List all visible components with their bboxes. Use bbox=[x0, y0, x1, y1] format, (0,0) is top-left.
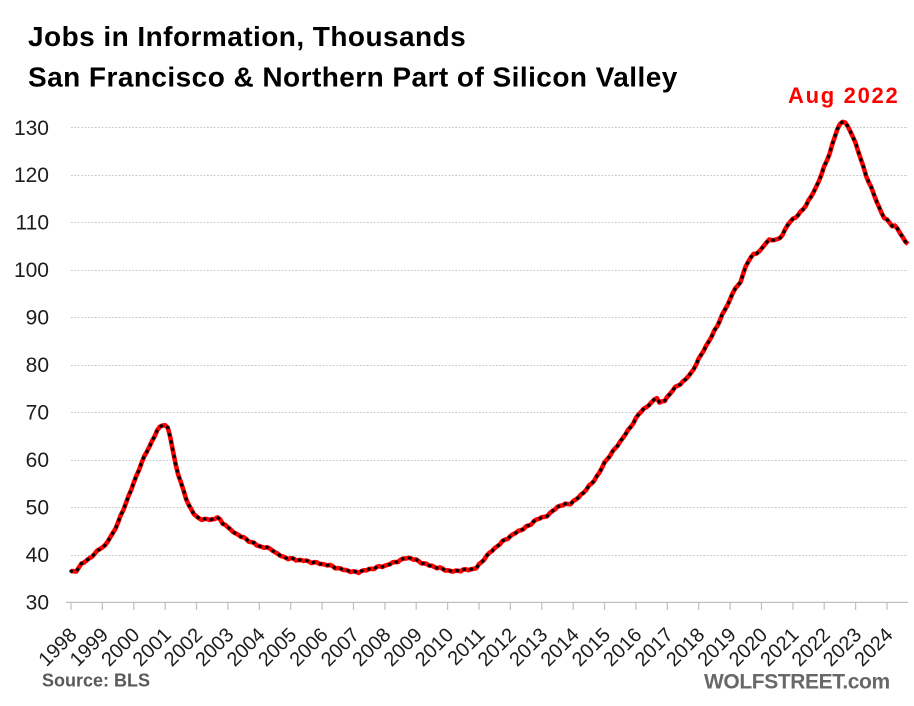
svg-text:80: 80 bbox=[26, 354, 49, 377]
svg-text:130: 130 bbox=[14, 117, 49, 140]
svg-text:San Francisco & Northern Part: San Francisco & Northern Part of Silicon… bbox=[28, 62, 678, 93]
svg-text:WOLFSTREET.com: WOLFSTREET.com bbox=[704, 671, 890, 694]
svg-text:Aug 2022: Aug 2022 bbox=[788, 83, 899, 108]
svg-text:60: 60 bbox=[26, 449, 49, 472]
svg-text:50: 50 bbox=[26, 497, 49, 520]
svg-text:100: 100 bbox=[14, 259, 49, 282]
svg-text:90: 90 bbox=[26, 307, 49, 330]
svg-text:Source: BLS: Source: BLS bbox=[42, 671, 150, 691]
svg-text:70: 70 bbox=[26, 402, 49, 425]
svg-text:110: 110 bbox=[16, 212, 49, 235]
svg-text:Jobs in Information, Thousands: Jobs in Information, Thousands bbox=[28, 21, 466, 52]
svg-text:30: 30 bbox=[26, 591, 49, 614]
svg-text:120: 120 bbox=[14, 164, 49, 187]
svg-text:40: 40 bbox=[26, 544, 49, 567]
